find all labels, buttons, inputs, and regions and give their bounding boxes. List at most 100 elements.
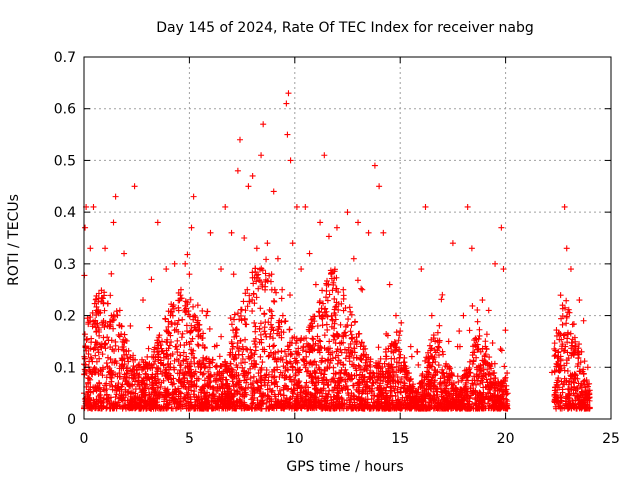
data-point <box>398 376 405 383</box>
data-point <box>156 379 163 386</box>
data-point <box>379 393 386 400</box>
data-point <box>194 302 201 309</box>
data-point <box>401 354 408 361</box>
data-point <box>469 377 476 384</box>
data-point <box>498 347 505 354</box>
data-point <box>227 401 234 408</box>
data-point <box>180 357 187 364</box>
data-point <box>188 387 195 394</box>
data-point <box>269 403 276 410</box>
data-point <box>243 379 250 386</box>
data-point <box>358 339 365 346</box>
data-point <box>499 392 506 399</box>
data-point <box>232 405 239 412</box>
data-point <box>206 364 213 371</box>
data-point <box>270 343 277 350</box>
data-point <box>364 363 371 370</box>
data-point <box>246 292 253 299</box>
data-point <box>351 345 358 352</box>
data-point <box>551 369 558 376</box>
data-point <box>242 336 249 343</box>
data-point <box>293 351 300 358</box>
data-point <box>254 274 261 281</box>
data-point <box>95 349 102 356</box>
data-point <box>483 331 490 338</box>
data-point <box>389 368 396 375</box>
data-point <box>479 391 486 398</box>
data-point <box>472 405 479 412</box>
data-point <box>316 299 323 306</box>
data-point <box>121 331 128 338</box>
data-point <box>340 307 347 314</box>
data-point <box>231 356 238 363</box>
chart-title: Day 145 of 2024, Rate Of TEC Index for r… <box>156 20 534 36</box>
y-tick-label: 0.6 <box>54 102 76 118</box>
data-point <box>144 365 151 372</box>
data-point <box>148 276 155 283</box>
data-point <box>130 371 137 378</box>
data-point <box>264 240 271 247</box>
data-point <box>125 381 132 388</box>
data-point <box>127 322 134 329</box>
data-point <box>114 312 121 319</box>
data-point <box>322 398 329 405</box>
data-point <box>171 260 178 267</box>
data-point <box>313 361 320 368</box>
data-point <box>318 403 325 410</box>
data-point <box>200 354 207 361</box>
data-point <box>103 374 110 381</box>
data-point <box>362 388 369 395</box>
data-point <box>275 348 282 355</box>
data-point <box>108 369 115 376</box>
data-point <box>163 266 170 273</box>
data-point <box>189 335 196 342</box>
data-point <box>108 374 115 381</box>
data-point <box>231 391 238 398</box>
data-point <box>575 397 582 404</box>
data-point <box>278 295 285 302</box>
data-point <box>479 405 486 412</box>
data-point <box>319 392 326 399</box>
data-point <box>236 377 243 384</box>
data-point <box>473 371 480 378</box>
data-point <box>276 373 283 380</box>
data-point <box>278 328 285 335</box>
data-point <box>370 405 377 412</box>
data-point <box>582 390 589 397</box>
data-point <box>388 343 395 350</box>
data-point <box>442 383 449 390</box>
data-point <box>251 364 258 371</box>
data-point <box>100 402 107 409</box>
data-point <box>474 346 481 353</box>
data-point <box>448 385 455 392</box>
data-point <box>583 389 590 396</box>
data-point <box>177 342 184 349</box>
data-point <box>195 327 202 334</box>
y-tick-label: 0.2 <box>54 309 76 325</box>
data-point <box>253 405 260 412</box>
data-point <box>309 405 316 412</box>
data-point <box>408 353 415 360</box>
data-point <box>307 343 314 350</box>
data-point <box>456 343 463 350</box>
data-point <box>390 401 397 408</box>
data-point <box>323 280 330 287</box>
data-point <box>305 326 312 333</box>
data-point <box>162 315 169 322</box>
data-point <box>247 404 254 411</box>
data-point <box>200 403 207 410</box>
data-point <box>250 290 257 297</box>
data-point <box>156 332 163 339</box>
data-point <box>483 376 490 383</box>
data-point <box>353 367 360 374</box>
data-point <box>386 369 393 376</box>
data-point <box>480 361 487 368</box>
data-point <box>474 306 481 313</box>
data-point <box>489 393 496 400</box>
data-point <box>243 391 250 398</box>
data-point <box>461 391 468 398</box>
data-point <box>131 394 138 401</box>
data-point <box>331 266 338 273</box>
data-point <box>567 266 574 273</box>
data-point <box>375 374 382 381</box>
